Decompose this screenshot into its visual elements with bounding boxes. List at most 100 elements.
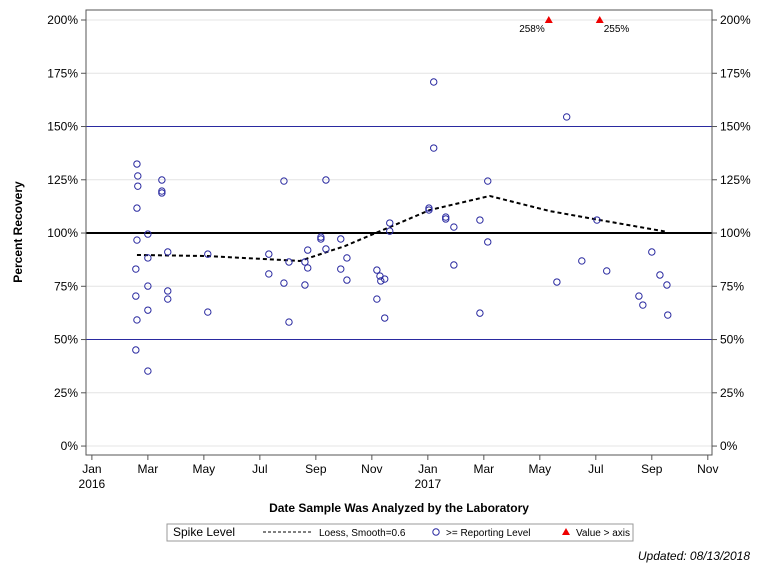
y-tick-label: 0% (61, 439, 79, 453)
x-tick-label: May (528, 462, 551, 476)
y-tick-label: 125% (47, 173, 78, 187)
footer: Updated: 08/13/2018 (638, 549, 750, 563)
data-point (425, 204, 433, 212)
data-point (476, 309, 484, 317)
data-point (425, 206, 433, 214)
data-point (664, 311, 672, 319)
data-point (280, 177, 288, 185)
data-point (656, 271, 664, 279)
x-tick-label: Mar (138, 462, 159, 476)
data-point (164, 248, 172, 256)
data-point (593, 216, 601, 224)
legend-label: Loess, Smooth=0.6 (319, 528, 406, 539)
y-tick-label: 25% (54, 386, 78, 400)
legend-label: Value > axis (576, 528, 630, 539)
data-point (265, 250, 273, 258)
data-point (164, 295, 172, 303)
plot-frame (85, 9, 713, 456)
off-axis-marker (544, 16, 553, 23)
data-point (134, 172, 142, 180)
data-point (377, 277, 385, 285)
data-point (285, 318, 293, 326)
data-point (133, 316, 141, 324)
legend-box (166, 523, 634, 542)
legend-swatch (562, 528, 570, 535)
data-point (144, 367, 152, 375)
data-point (133, 160, 141, 168)
data-point (285, 258, 293, 266)
x-tick-label: Jul (252, 462, 267, 476)
legend-swatch (432, 528, 440, 536)
data-point (578, 257, 586, 265)
y-tick-label: 75% (54, 279, 78, 293)
x-tick-label: Jan (82, 462, 101, 476)
data-point (663, 281, 671, 289)
data-point (386, 219, 394, 227)
x-tick-label: May (193, 462, 216, 476)
y-tick-label: 100% (47, 226, 78, 240)
x-year-label: 2016 (79, 477, 106, 491)
y-axis-label: Percent Recovery (11, 181, 25, 283)
x-tick-label: Sep (305, 462, 327, 476)
y2-tick-label: 175% (720, 66, 751, 80)
data-point (317, 235, 325, 243)
data-point (442, 215, 450, 223)
data-point (430, 144, 438, 152)
x-tick-label: Nov (697, 462, 718, 476)
data-point (301, 281, 309, 289)
data-point (204, 308, 212, 316)
data-point (450, 223, 458, 231)
x-tick-label: Sep (641, 462, 663, 476)
y2-tick-label: 0% (720, 439, 738, 453)
y2-tick-label: 200% (720, 13, 751, 27)
data-point (133, 204, 141, 212)
data-point (381, 275, 389, 283)
x-tick-label: Jan (418, 462, 437, 476)
data-point (204, 250, 212, 258)
data-point (648, 248, 656, 256)
data-point (158, 176, 166, 184)
data-point (635, 292, 643, 300)
y2-tick-label: 50% (720, 333, 744, 347)
data-point (553, 278, 561, 286)
legend-title: Spike Level (173, 525, 235, 539)
off-axis-label: 255% (604, 24, 630, 35)
data-point (133, 236, 141, 244)
y2-tick-label: 100% (720, 226, 751, 240)
data-point (317, 233, 325, 241)
x-tick-label: Jul (588, 462, 603, 476)
data-point (476, 216, 484, 224)
data-point (158, 187, 166, 195)
data-point (164, 287, 172, 295)
data-point (603, 267, 611, 275)
data-point (144, 254, 152, 262)
data-point (442, 213, 450, 221)
data-point (280, 279, 288, 287)
y2-tick-label: 75% (720, 279, 744, 293)
data-point (386, 227, 394, 235)
data-point (450, 261, 458, 269)
data-point (304, 246, 312, 254)
off-axis-label: 258% (519, 24, 545, 35)
data-point (322, 176, 330, 184)
data-point (343, 276, 351, 284)
y2-tick-label: 25% (720, 386, 744, 400)
data-point (132, 292, 140, 300)
data-point (639, 301, 647, 309)
data-point (484, 238, 492, 246)
data-point (337, 235, 345, 243)
data-point (373, 266, 381, 274)
y2-tick-label: 125% (720, 173, 751, 187)
x-year-label: 2017 (414, 477, 441, 491)
y-tick-label: 50% (54, 333, 78, 347)
data-point (144, 306, 152, 314)
legend-label: >= Reporting Level (446, 528, 531, 539)
y-tick-label: 175% (47, 66, 78, 80)
data-point (484, 177, 492, 185)
data-point (343, 254, 351, 262)
data-point (158, 189, 166, 197)
data-point (134, 182, 142, 190)
y-tick-label: 200% (47, 13, 78, 27)
data-point (373, 295, 381, 303)
